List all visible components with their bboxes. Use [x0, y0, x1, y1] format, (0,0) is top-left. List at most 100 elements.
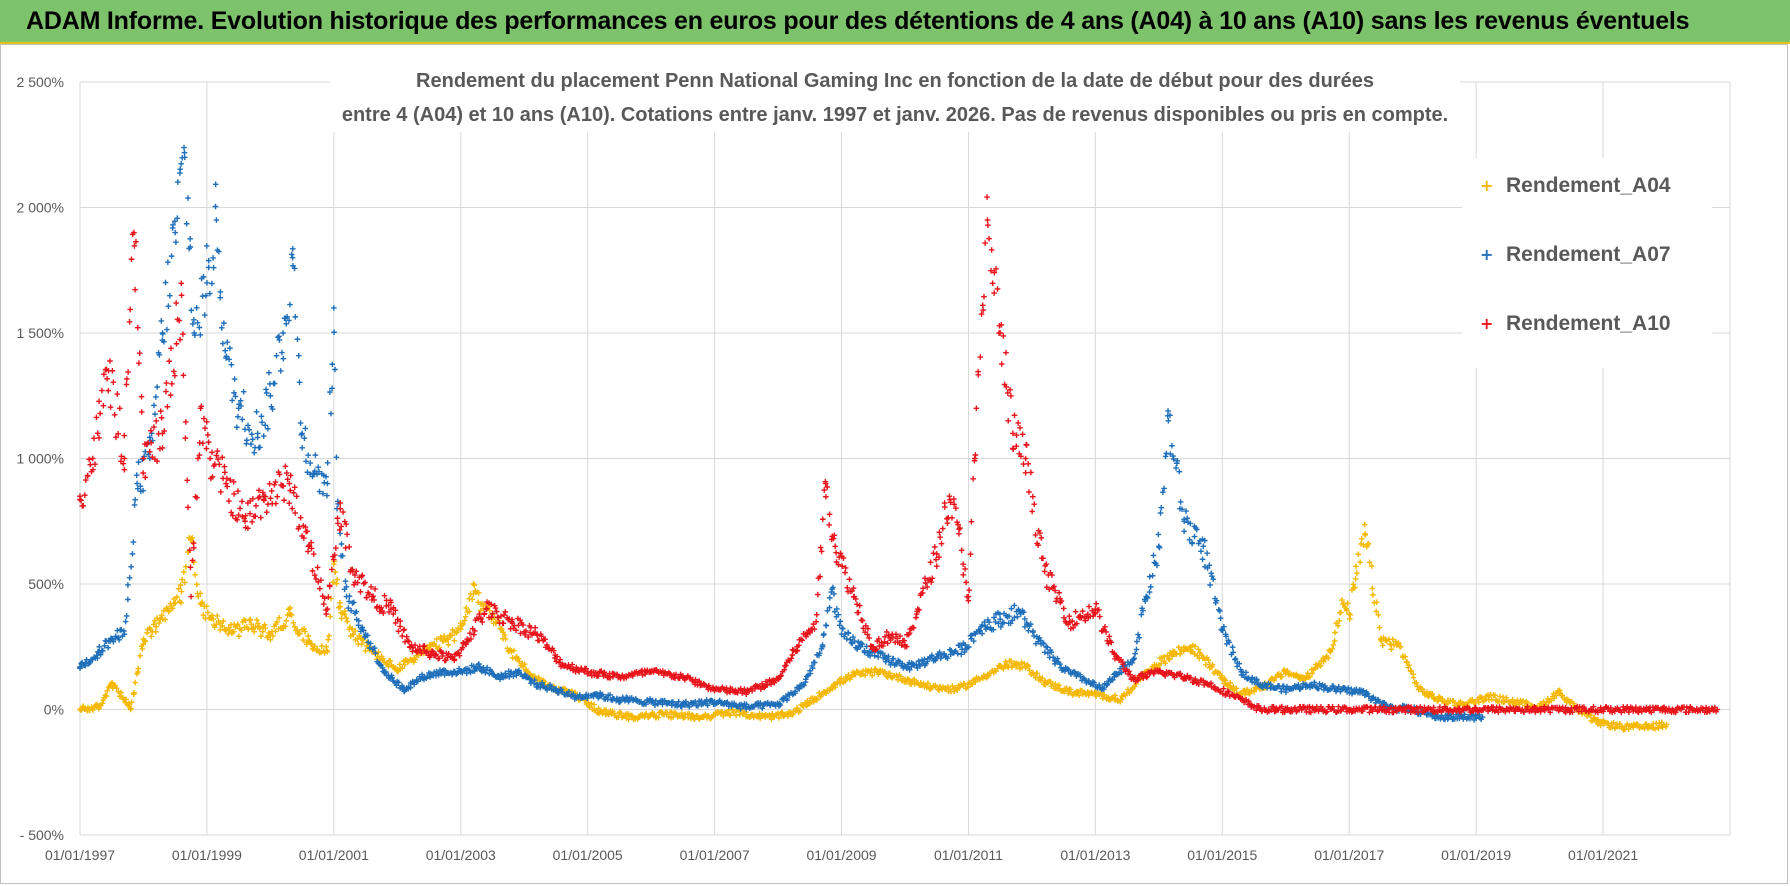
point-a04	[1413, 680, 1420, 686]
point-a07	[1295, 682, 1302, 688]
point-a07	[1072, 669, 1078, 676]
point-a10	[189, 557, 196, 564]
point-a10	[979, 302, 986, 309]
point-a04	[412, 656, 419, 663]
point-a07	[360, 627, 367, 634]
point-a10	[1096, 613, 1103, 620]
point-a07	[372, 650, 379, 656]
point-a10	[1035, 542, 1041, 548]
point-a07	[1118, 669, 1125, 676]
point-a07	[438, 671, 444, 677]
point-a10	[302, 524, 309, 530]
point-a04	[444, 636, 451, 643]
point-a04	[1335, 622, 1341, 629]
point-a10	[127, 306, 133, 313]
point-a07	[218, 325, 225, 331]
point-a04	[466, 608, 473, 615]
point-a10	[155, 430, 162, 437]
legend-marker-a07: +	[1480, 245, 1494, 264]
point-a10	[523, 628, 529, 634]
point-a04	[193, 581, 200, 588]
point-a07	[309, 473, 316, 480]
point-a10	[90, 466, 96, 473]
point-a07	[463, 670, 470, 677]
point-a10	[963, 579, 969, 586]
point-a10	[257, 514, 264, 521]
point-a07	[1199, 556, 1206, 563]
point-a10	[154, 458, 160, 464]
point-a07	[890, 655, 897, 662]
point-a04	[208, 615, 214, 622]
point-a10	[960, 572, 967, 578]
point-a07	[151, 402, 157, 409]
point-a10	[1177, 670, 1184, 677]
point-a04	[1429, 691, 1436, 697]
point-a04	[498, 626, 505, 632]
point-a10	[180, 331, 186, 337]
point-a07	[484, 664, 490, 671]
point-a07	[670, 698, 676, 705]
point-a10	[1597, 704, 1604, 711]
point-a07	[854, 646, 860, 652]
point-a10	[1040, 555, 1046, 562]
y-axis-tick-labels: - 500% 0% 500% 1 000% 1 500% 2 000% 2 500%	[17, 74, 64, 843]
point-a07	[245, 422, 251, 429]
point-a04	[1571, 700, 1577, 707]
point-a07	[1129, 660, 1135, 666]
point-a10	[955, 521, 961, 528]
point-a04	[1192, 643, 1199, 650]
point-a04	[199, 599, 205, 606]
point-a10	[309, 568, 316, 574]
point-a10	[517, 630, 524, 637]
point-a10	[837, 550, 844, 557]
point-a10	[910, 625, 917, 631]
point-a04	[1330, 642, 1337, 648]
point-a07	[193, 304, 200, 311]
point-a07	[966, 644, 972, 650]
point-a04	[1500, 699, 1507, 706]
point-a04	[516, 658, 522, 665]
point-a07	[323, 473, 329, 480]
point-a07	[244, 437, 250, 444]
legend-label-a07: Rendement_A07	[1506, 243, 1671, 266]
point-a04	[655, 714, 662, 721]
point-a04	[141, 637, 148, 644]
point-a04	[123, 696, 130, 703]
point-a07	[364, 632, 371, 639]
point-a07	[1006, 613, 1012, 619]
point-a07	[174, 179, 181, 185]
point-a10	[178, 280, 185, 287]
point-a10	[84, 473, 91, 479]
point-a04	[148, 633, 155, 640]
point-a10	[213, 452, 220, 459]
point-a10	[1022, 455, 1029, 462]
y-tick-label: 2 000%	[17, 200, 64, 216]
point-a10	[190, 545, 197, 551]
point-a10	[96, 435, 102, 441]
point-a07	[348, 607, 354, 614]
point-a10	[1270, 703, 1277, 710]
point-a04	[643, 710, 649, 717]
point-a07	[99, 648, 106, 654]
point-a04	[1343, 607, 1350, 614]
point-a10	[479, 619, 486, 625]
point-a10	[1108, 639, 1115, 646]
point-a04	[951, 688, 957, 695]
point-a04	[301, 626, 307, 632]
point-a10	[363, 594, 370, 601]
point-a10	[965, 597, 972, 604]
point-a10	[696, 679, 703, 686]
point-a10	[113, 434, 119, 441]
point-a07	[1157, 510, 1164, 516]
point-a10	[186, 547, 193, 553]
point-a10	[228, 509, 235, 516]
point-a07	[296, 379, 303, 386]
point-a04	[1457, 698, 1464, 705]
point-a04	[603, 707, 609, 713]
point-a10	[1590, 703, 1597, 710]
point-a10	[811, 626, 818, 632]
point-a07	[1041, 640, 1047, 647]
point-a04	[338, 615, 345, 622]
point-a10	[403, 634, 410, 640]
point-a07	[819, 642, 826, 648]
